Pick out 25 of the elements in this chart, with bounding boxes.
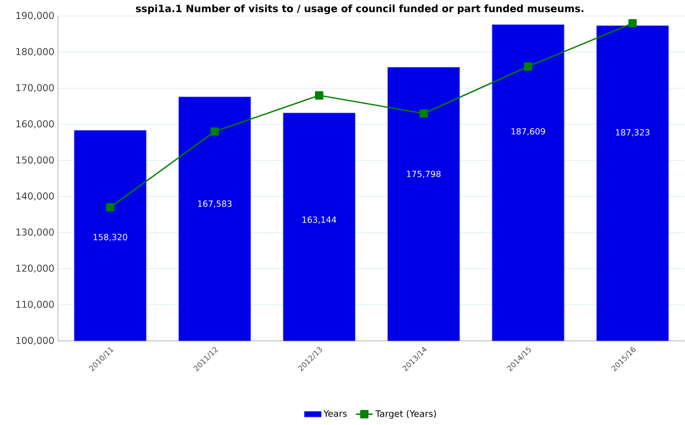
data-label: 187,609: [512, 128, 546, 136]
point: [524, 62, 532, 71]
legend-label: Years: [324, 410, 347, 417]
y-tick-label: 130,000: [16, 228, 54, 237]
point: [315, 91, 324, 100]
data-label: 187,323: [616, 129, 650, 136]
y-tick-label: 120,000: [16, 264, 54, 273]
y-tick-label: 170,000: [16, 84, 54, 92]
point: [210, 127, 219, 136]
chart-title: sspi1a.1 Number of visits to / usage of council funded or part funded museums.: [136, 4, 584, 14]
point: [628, 19, 637, 28]
data-label: 175,798: [407, 170, 441, 178]
point: [419, 109, 428, 118]
y-tick-label: 110,000: [16, 300, 54, 309]
data-label: 163,144: [302, 216, 336, 224]
y-tick-label: 160,000: [16, 120, 54, 128]
y-tick-label: 140,000: [16, 192, 54, 201]
data-label: 158,320: [94, 234, 128, 242]
point: [106, 203, 114, 212]
legend-label: Target (Years): [375, 410, 436, 419]
y-tick-label: 150,000: [16, 156, 54, 165]
y-tick-label: 180,000: [16, 48, 54, 56]
y-tick-label: 190,000: [16, 12, 54, 20]
data-label: 167,583: [198, 200, 232, 208]
y-tick-label: 100,000: [16, 336, 54, 346]
